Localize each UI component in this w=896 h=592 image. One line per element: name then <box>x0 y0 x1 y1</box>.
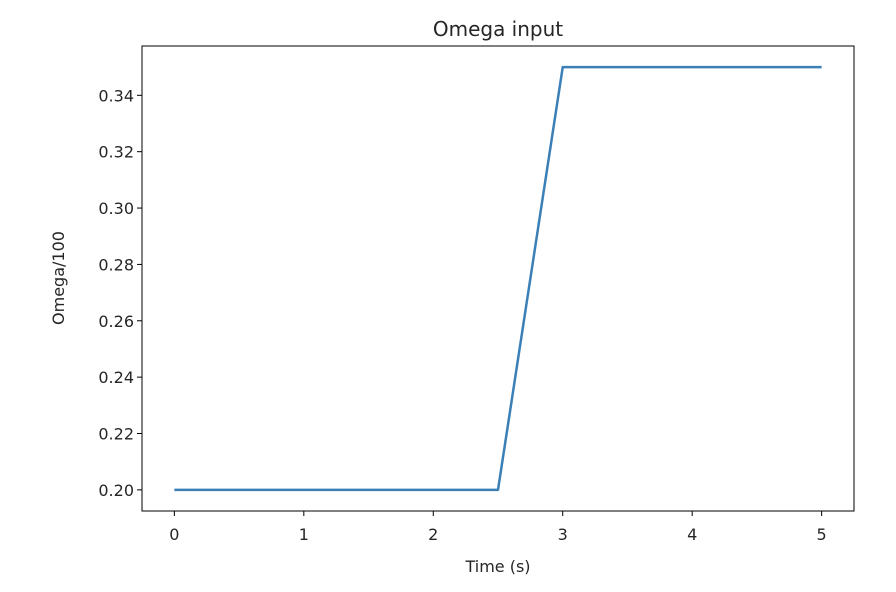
x-tick-label: 2 <box>428 525 438 544</box>
y-tick-label: 0.24 <box>98 368 134 387</box>
y-tick-label: 0.22 <box>98 425 134 444</box>
x-tick-label: 3 <box>558 525 568 544</box>
x-tick-label: 1 <box>299 525 309 544</box>
series-layer <box>174 65 822 492</box>
y-axis-ticks: 0.20 0.22 0.24 0.26 0.28 0.30 0.32 0.34 <box>98 86 142 500</box>
y-tick-label: 0.30 <box>98 199 134 218</box>
x-tick-label: 0 <box>169 525 179 544</box>
series-line <box>174 65 822 492</box>
x-tick-label: 5 <box>817 525 827 544</box>
y-tick-label: 0.34 <box>98 86 134 105</box>
chart-title: Omega input <box>433 17 563 41</box>
x-axis-ticks: 0 1 2 3 4 5 <box>169 511 827 544</box>
x-axis-label: Time (s) <box>464 557 530 576</box>
y-tick-label: 0.28 <box>98 255 134 274</box>
y-tick-label: 0.20 <box>98 481 134 500</box>
y-tick-label: 0.26 <box>98 312 134 331</box>
plot-area: 0 1 2 3 4 5 0.20 0.22 0.24 0.26 0.28 0.30 0.32 0.34 <box>98 45 855 544</box>
axes-frame <box>141 45 855 512</box>
y-tick-label: 0.32 <box>98 143 134 162</box>
y-axis-label: Omega/100 <box>49 231 68 325</box>
x-tick-label: 4 <box>687 525 697 544</box>
